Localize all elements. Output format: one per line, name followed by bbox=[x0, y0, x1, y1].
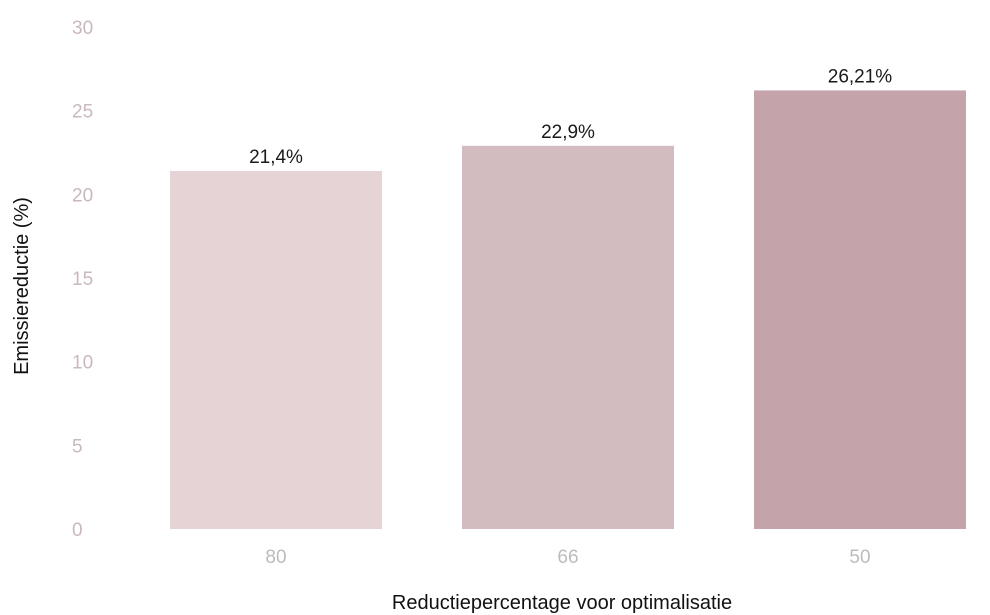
y-tick-label: 25 bbox=[72, 102, 93, 123]
x-tick-label: 66 bbox=[557, 547, 578, 568]
bar bbox=[170, 170, 382, 529]
bar bbox=[462, 145, 674, 529]
bar-value-label: 21,4% bbox=[249, 147, 303, 168]
y-tick-label: 20 bbox=[72, 185, 93, 206]
bar-value-label: 22,9% bbox=[541, 122, 595, 143]
y-tick-label: 30 bbox=[72, 18, 93, 39]
x-axis-label: Reductiepercentage voor optimalisatie bbox=[392, 592, 732, 614]
y-tick-label: 5 bbox=[72, 436, 83, 457]
x-tick-label: 80 bbox=[265, 547, 286, 568]
y-axis-ticks: 0 5 10 15 20 25 30 bbox=[72, 18, 93, 541]
x-tick-label: 50 bbox=[849, 547, 870, 568]
bar-value-label: 26,21% bbox=[828, 66, 893, 87]
bars bbox=[170, 90, 966, 529]
y-axis-label: Emissiereductie (%) bbox=[11, 197, 33, 375]
x-axis-ticks: 80 66 50 bbox=[265, 547, 870, 568]
y-tick-label: 0 bbox=[72, 520, 83, 541]
y-tick-label: 15 bbox=[72, 269, 93, 290]
y-tick-label: 10 bbox=[72, 353, 93, 374]
data-labels: 21,4% 22,9% 26,21% bbox=[249, 66, 892, 167]
bar bbox=[754, 90, 966, 529]
